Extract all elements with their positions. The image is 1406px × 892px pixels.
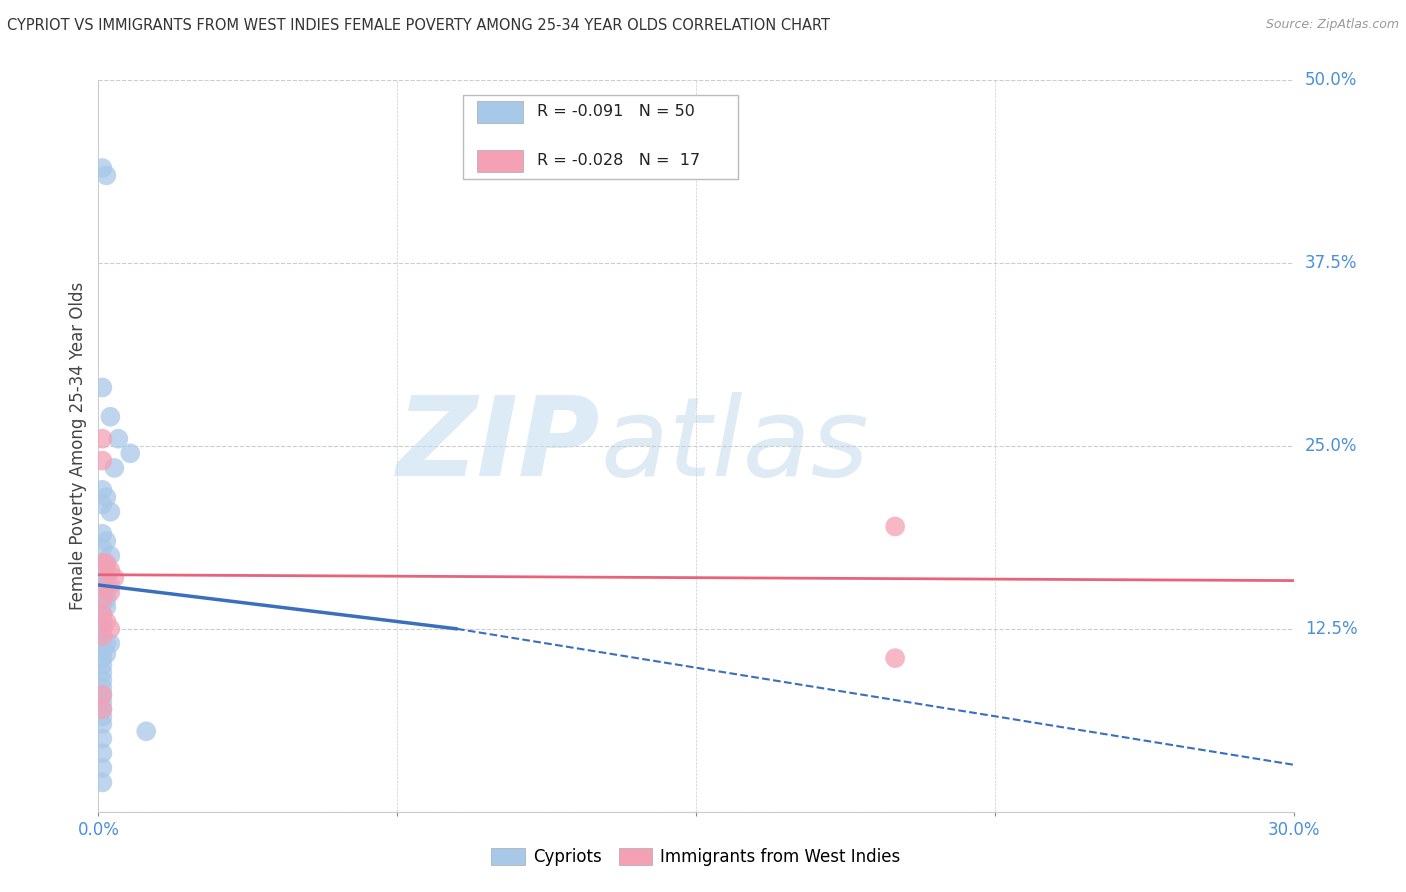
Point xyxy=(96,169,118,183)
Text: 12.5%: 12.5% xyxy=(1305,620,1357,638)
Point xyxy=(91,541,114,556)
Text: Source: ZipAtlas.com: Source: ZipAtlas.com xyxy=(1265,18,1399,31)
Point xyxy=(91,629,114,643)
Point xyxy=(91,702,114,716)
Point xyxy=(91,592,114,607)
Text: CYPRIOT VS IMMIGRANTS FROM WEST INDIES FEMALE POVERTY AMONG 25-34 YEAR OLDS CORR: CYPRIOT VS IMMIGRANTS FROM WEST INDIES F… xyxy=(7,18,830,33)
Point xyxy=(91,673,114,687)
Point xyxy=(91,597,114,611)
Point xyxy=(91,578,114,592)
FancyBboxPatch shape xyxy=(463,95,738,179)
Point xyxy=(103,571,125,585)
Point xyxy=(96,647,118,661)
Point xyxy=(91,695,114,709)
Point xyxy=(91,731,114,746)
Point xyxy=(91,622,114,636)
Point xyxy=(91,432,114,446)
Point xyxy=(98,549,122,563)
Point xyxy=(120,446,142,460)
Point xyxy=(96,571,118,585)
Point xyxy=(91,629,114,643)
Text: 37.5%: 37.5% xyxy=(1305,254,1357,272)
Point xyxy=(91,688,114,702)
Point xyxy=(91,483,114,497)
Point xyxy=(884,519,907,533)
Point xyxy=(91,651,114,665)
Point xyxy=(91,702,114,716)
Point xyxy=(91,588,114,602)
Point xyxy=(98,505,122,519)
Point xyxy=(96,534,118,549)
Text: 50.0%: 50.0% xyxy=(1305,71,1357,89)
Point xyxy=(107,432,129,446)
Point xyxy=(91,161,114,175)
Point xyxy=(96,556,118,570)
Text: R = -0.028   N =  17: R = -0.028 N = 17 xyxy=(537,153,700,169)
Point xyxy=(91,746,114,760)
Point xyxy=(96,599,118,614)
Point xyxy=(91,665,114,680)
Point xyxy=(96,558,118,573)
Point xyxy=(98,622,122,636)
Point xyxy=(96,578,118,592)
Point xyxy=(91,615,114,629)
Point xyxy=(96,592,118,607)
Point xyxy=(96,636,118,650)
Point xyxy=(96,585,118,599)
Point xyxy=(91,498,114,512)
Text: 25.0%: 25.0% xyxy=(1305,437,1357,455)
Point xyxy=(91,761,114,775)
Point xyxy=(91,717,114,731)
Text: atlas: atlas xyxy=(600,392,869,500)
Point xyxy=(91,775,114,789)
Legend: Cypriots, Immigrants from West Indies: Cypriots, Immigrants from West Indies xyxy=(485,841,907,873)
Point xyxy=(98,636,122,650)
Point xyxy=(91,636,114,650)
FancyBboxPatch shape xyxy=(477,150,523,171)
Point xyxy=(98,585,122,599)
Point xyxy=(91,709,114,723)
Point xyxy=(884,651,907,665)
Point xyxy=(98,563,122,577)
Point xyxy=(91,556,114,570)
Point xyxy=(96,490,118,504)
Point xyxy=(91,526,114,541)
Point xyxy=(91,607,114,622)
Point xyxy=(91,681,114,695)
Point xyxy=(91,453,114,467)
Y-axis label: Female Poverty Among 25-34 Year Olds: Female Poverty Among 25-34 Year Olds xyxy=(69,282,87,610)
Point xyxy=(91,607,114,622)
Point xyxy=(103,461,125,475)
Point xyxy=(91,658,114,673)
Point xyxy=(96,615,118,629)
Text: R = -0.091   N = 50: R = -0.091 N = 50 xyxy=(537,104,695,120)
Point xyxy=(98,578,122,592)
Text: ZIP: ZIP xyxy=(396,392,600,500)
Point xyxy=(91,556,114,570)
Point xyxy=(91,688,114,702)
Point xyxy=(135,724,157,739)
Point xyxy=(98,409,122,424)
Point xyxy=(91,563,114,577)
Point xyxy=(91,380,114,394)
Point xyxy=(91,644,114,658)
FancyBboxPatch shape xyxy=(477,101,523,123)
